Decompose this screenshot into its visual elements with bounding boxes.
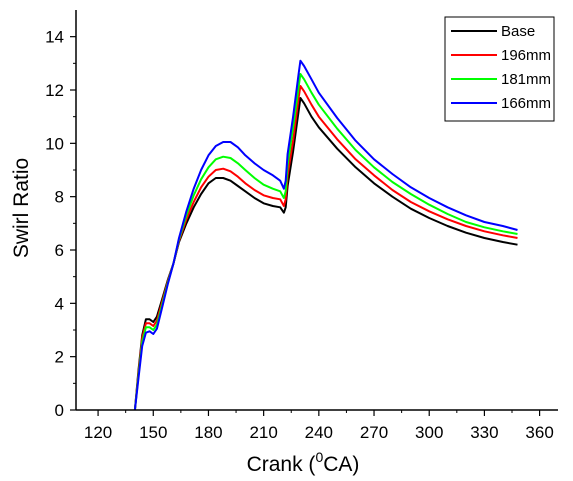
x-tick-label: 240 — [305, 423, 333, 442]
x-tick-label: 360 — [525, 423, 553, 442]
legend-label: 166mm — [501, 95, 551, 112]
x-tick-label: 270 — [360, 423, 388, 442]
legend-label: 181mm — [501, 71, 551, 88]
x-tick-label: 300 — [415, 423, 443, 442]
y-tick-label: 14 — [45, 28, 64, 47]
y-tick-label: 12 — [45, 81, 64, 100]
plot-area — [133, 59, 518, 410]
axes — [75, 10, 558, 411]
series-line-base — [133, 97, 518, 410]
x-axis-label-superscript: 0 — [315, 449, 323, 465]
x-tick-label: 120 — [84, 423, 112, 442]
y-tick-label: 2 — [55, 348, 64, 367]
x-axis-label-main: Crank ( — [247, 453, 316, 476]
x-tick-label: 180 — [194, 423, 222, 442]
x-tick-label: 150 — [139, 423, 167, 442]
legend-label: 196mm — [501, 47, 551, 64]
tick-marks-and-labels: 120 150 180 210 240 270 300 330 360 0 2 4 6 8 10 12 14 — [45, 28, 554, 442]
x-axis-label: Crank (0CA) — [247, 449, 360, 476]
series-line-166mm — [133, 59, 518, 410]
y-axis-label: Swirl Ratio — [10, 158, 33, 258]
legend-label: Base — [501, 23, 535, 40]
x-tick-label: 210 — [249, 423, 277, 442]
x-tick-label: 330 — [470, 423, 498, 442]
y-tick-label: 4 — [55, 294, 64, 313]
y-tick-label: 8 — [55, 188, 64, 207]
legend: Base 196mm 181mm 166mm — [444, 16, 555, 122]
x-axis-label-suffix: CA) — [323, 453, 359, 476]
y-tick-label: 0 — [55, 401, 64, 420]
y-tick-label: 6 — [55, 241, 64, 260]
y-tick-label: 10 — [45, 134, 64, 153]
